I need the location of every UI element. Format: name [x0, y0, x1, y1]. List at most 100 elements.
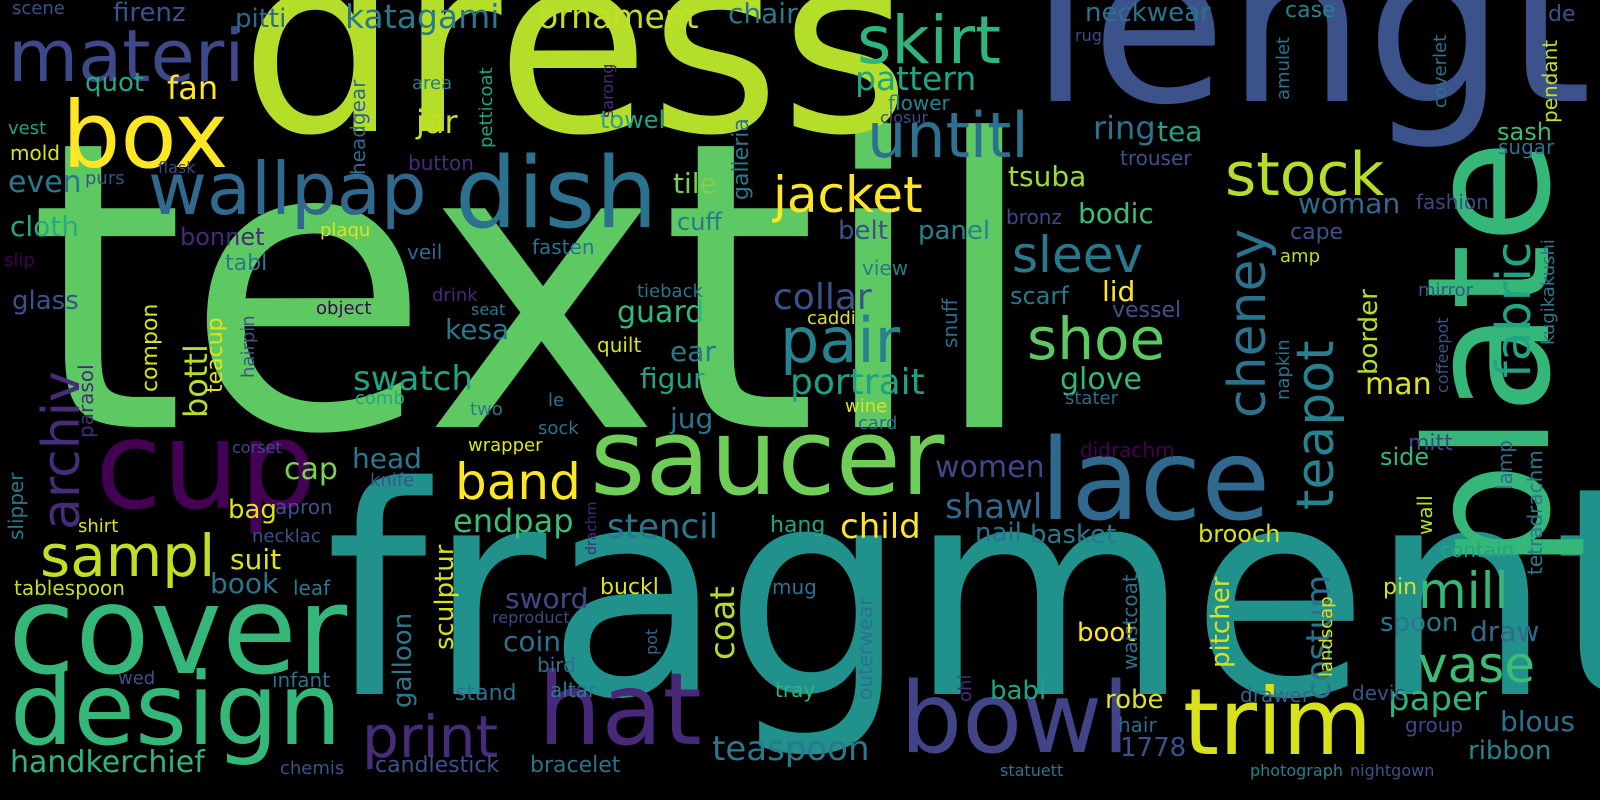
word: landscap: [1316, 596, 1337, 677]
word: flower: [888, 91, 950, 115]
word: fashion: [1416, 190, 1489, 214]
word: necklac: [252, 526, 321, 547]
word: galleria: [729, 118, 754, 200]
word: shoe: [1027, 305, 1166, 373]
word: buckl: [600, 575, 659, 600]
word: shawl: [945, 487, 1043, 527]
word: paper: [1388, 679, 1487, 719]
word: skirt: [857, 2, 1001, 79]
word: corset: [232, 438, 282, 457]
word: wallpap: [148, 147, 427, 231]
word: wed: [118, 668, 156, 689]
word: vessel: [1112, 298, 1182, 323]
word: bonnet: [180, 223, 265, 251]
word: draw: [1470, 615, 1540, 648]
word: shirt: [78, 516, 119, 537]
word: design: [10, 651, 342, 768]
word: drink: [432, 285, 478, 306]
word: firenz: [113, 0, 186, 28]
word: hairpin: [238, 315, 259, 378]
word: figur: [640, 362, 705, 395]
word: kugikakushi: [1538, 239, 1559, 345]
word: le: [548, 390, 565, 411]
word: length: [1030, 0, 1600, 153]
word: waistcoat: [1118, 574, 1142, 670]
word: veil: [407, 240, 443, 264]
word: knife: [370, 470, 415, 491]
word: vest: [8, 118, 47, 139]
word: pattern: [855, 59, 977, 98]
word: headgear: [346, 79, 370, 175]
word: tetradrachm: [1523, 450, 1547, 575]
word: candlestick: [375, 753, 500, 778]
word: drachm: [584, 501, 600, 555]
word: book: [210, 567, 279, 600]
word: man: [1365, 367, 1432, 402]
word: cloth: [10, 210, 80, 243]
word: towel: [600, 106, 666, 134]
word: guard: [617, 295, 705, 330]
word: suit: [230, 543, 282, 576]
word: robe: [1105, 685, 1164, 715]
word: bird: [537, 653, 576, 677]
word: stencil: [607, 507, 719, 547]
word: altar: [550, 678, 597, 702]
word: coverlet: [1430, 34, 1451, 108]
word: two: [470, 399, 503, 420]
word: dish: [455, 137, 658, 251]
word: endpap: [453, 502, 574, 540]
word: glass: [12, 286, 79, 316]
word: nightgown: [1350, 761, 1435, 780]
word: mitt: [1408, 431, 1453, 456]
word: tabl: [225, 251, 268, 276]
word: coffeepot: [1433, 317, 1452, 393]
word: ohi: [955, 674, 976, 702]
word: caddi: [807, 308, 856, 329]
word: pot: [642, 628, 661, 655]
word: apron: [275, 495, 333, 519]
word: tile: [673, 167, 717, 200]
word: hair: [1118, 713, 1157, 737]
word: teaspoon: [712, 729, 870, 769]
word: side: [1380, 443, 1430, 471]
word: chemis: [280, 758, 345, 779]
word: ring: [1093, 109, 1156, 147]
word: cup: [95, 395, 317, 537]
word: print: [362, 703, 499, 771]
word: handkerchief: [10, 745, 205, 780]
word: basket: [1030, 520, 1117, 550]
word: neckwear: [1085, 0, 1211, 28]
word: wine: [845, 396, 888, 417]
word: sugar: [1498, 135, 1555, 159]
word: slip: [4, 250, 35, 271]
word: closur: [880, 108, 929, 127]
word: fragment: [325, 426, 1600, 763]
word: untitl: [867, 99, 1029, 172]
word: coat: [703, 586, 743, 660]
word: ribbon: [1468, 736, 1552, 766]
word: pin: [1383, 575, 1418, 600]
word: snuff: [938, 298, 962, 348]
word: child: [840, 507, 921, 547]
word: bracelet: [530, 753, 621, 778]
word: purs: [85, 168, 125, 189]
word: women: [935, 450, 1045, 485]
word: hat: [538, 651, 702, 768]
word: vase: [1418, 636, 1536, 694]
word: mirror: [1418, 280, 1474, 301]
word: bodic: [1078, 197, 1154, 230]
word: reproduct: [492, 608, 570, 627]
word: quilt: [597, 333, 642, 357]
word: ear: [670, 335, 716, 368]
word: stater: [1065, 388, 1118, 409]
word: de: [1548, 2, 1576, 27]
word: contain: [1440, 538, 1515, 562]
word: chair: [728, 0, 798, 30]
word: amulet: [1273, 36, 1294, 100]
word: jug: [670, 402, 714, 435]
word: blous: [1500, 705, 1576, 738]
word: stock: [1225, 140, 1385, 210]
word: tsuba: [1008, 160, 1087, 193]
word: scene: [12, 0, 65, 19]
word: stand: [455, 681, 517, 706]
